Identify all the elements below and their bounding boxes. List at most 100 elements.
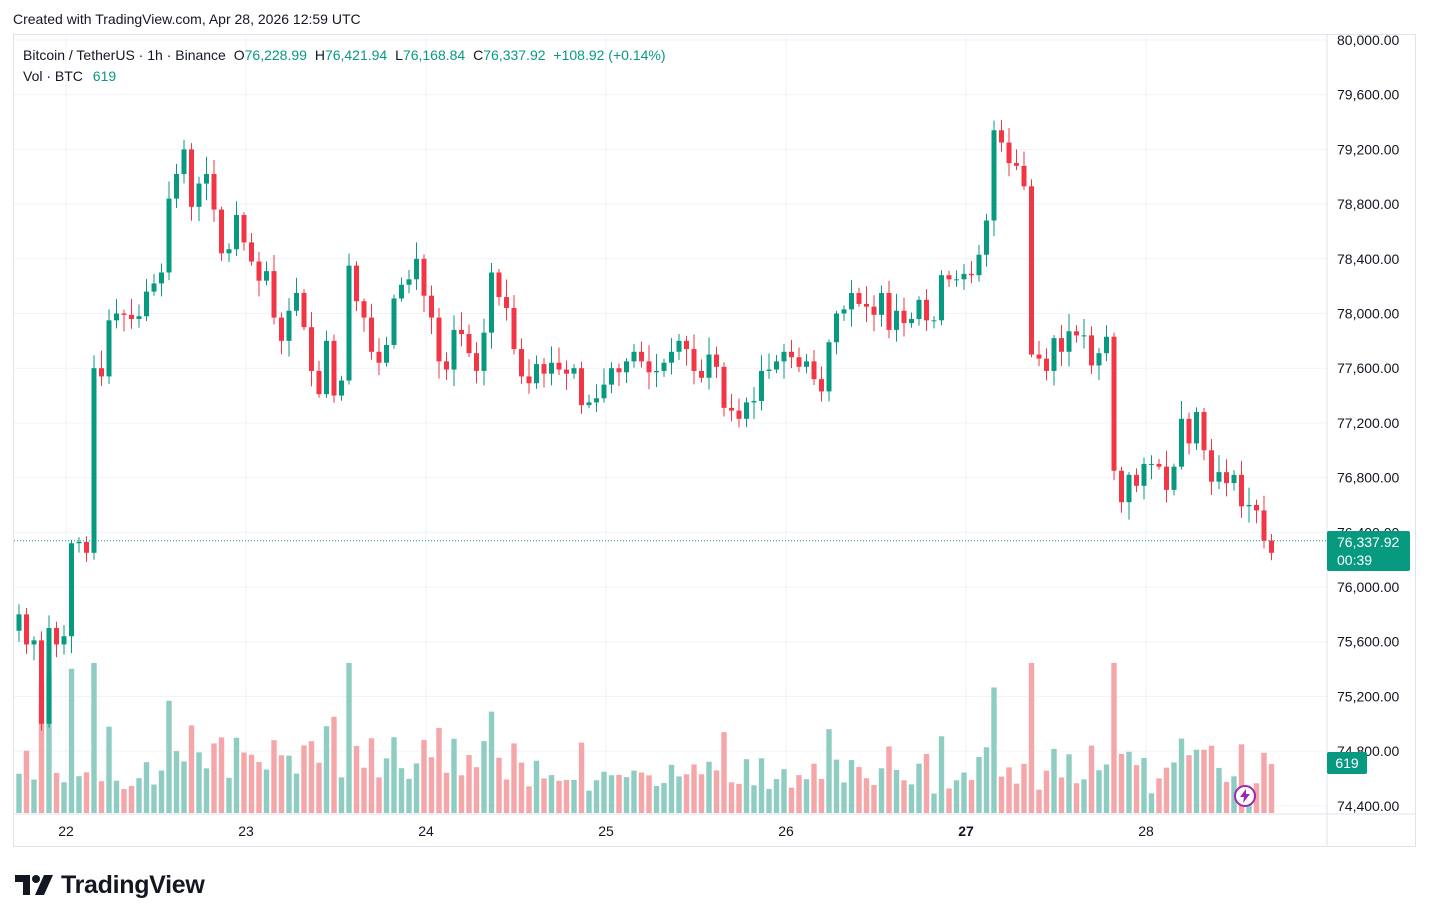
candle-body[interactable] (249, 242, 254, 262)
candle-body[interactable] (1104, 336, 1109, 354)
candle-body[interactable] (1261, 510, 1267, 541)
candle-body[interactable] (481, 332, 487, 371)
candle-body[interactable] (496, 272, 502, 298)
candle-body[interactable] (766, 369, 772, 371)
candle-body[interactable] (909, 318, 914, 324)
candle-body[interactable] (901, 310, 907, 324)
candle-body[interactable] (601, 384, 607, 399)
candle-body[interactable] (331, 340, 337, 396)
candle-body[interactable] (1096, 353, 1102, 366)
candle-body[interactable] (871, 306, 877, 315)
candle-body[interactable] (894, 310, 899, 330)
candle-body[interactable] (46, 628, 52, 724)
candle-body[interactable] (639, 351, 644, 362)
candle-body[interactable] (1006, 142, 1012, 164)
candle-body[interactable] (459, 329, 464, 335)
candle-body[interactable] (691, 349, 697, 371)
candle-body[interactable] (549, 362, 554, 374)
lightning-icon[interactable] (1234, 785, 1256, 807)
candle-body[interactable] (294, 292, 299, 311)
candle-body[interactable] (189, 149, 194, 207)
candle-body[interactable] (1066, 331, 1072, 352)
candle-body[interactable] (174, 174, 179, 199)
candle-body[interactable] (556, 362, 562, 370)
candle-body[interactable] (226, 249, 232, 254)
candle-body[interactable] (271, 271, 277, 318)
candle-body[interactable] (661, 362, 667, 371)
candle-body[interactable] (256, 261, 262, 281)
candle-body[interactable] (856, 292, 862, 304)
candle-body[interactable] (1186, 418, 1192, 444)
candle-body[interactable] (339, 380, 344, 396)
candle-body[interactable] (976, 254, 982, 276)
candle-body[interactable] (916, 299, 922, 319)
candle-body[interactable] (1081, 335, 1087, 337)
candle-body[interactable] (969, 273, 974, 276)
candle-body[interactable] (204, 174, 209, 184)
volume-label[interactable]: Vol · BTC (23, 68, 83, 84)
candle-body[interactable] (721, 366, 727, 408)
candle-body[interactable] (879, 292, 884, 315)
candle-body[interactable] (474, 353, 479, 371)
candle-body[interactable] (774, 361, 779, 370)
candle-body[interactable] (324, 340, 329, 395)
candle-body[interactable] (729, 407, 734, 411)
candle-body[interactable] (744, 402, 749, 419)
candle-body[interactable] (241, 215, 247, 243)
candle-body[interactable] (1119, 470, 1124, 503)
candle-body[interactable] (136, 316, 142, 319)
candle-body[interactable] (91, 368, 97, 553)
candle-body[interactable] (1014, 163, 1019, 166)
candle-body[interactable] (436, 317, 442, 362)
candle-body[interactable] (1126, 474, 1132, 503)
candle-body[interactable] (1224, 472, 1229, 484)
candle-body[interactable] (999, 130, 1004, 143)
candle-body[interactable] (316, 370, 322, 395)
candle-body[interactable] (489, 272, 494, 333)
candle-body[interactable] (429, 295, 434, 318)
candle-body[interactable] (31, 640, 37, 645)
candle-body[interactable] (301, 292, 307, 328)
candle-body[interactable] (1246, 504, 1252, 507)
candle-body[interactable] (826, 342, 832, 392)
candle-body[interactable] (624, 361, 629, 373)
candle-body[interactable] (616, 368, 622, 373)
candle-body[interactable] (99, 368, 104, 377)
candle-body[interactable] (24, 614, 29, 645)
candle-body[interactable] (1201, 411, 1207, 451)
candle-body[interactable] (346, 265, 352, 381)
candle-body[interactable] (646, 361, 652, 373)
candle-body[interactable] (804, 361, 809, 367)
candle-body[interactable] (1269, 540, 1274, 553)
candle-body[interactable] (504, 297, 509, 309)
candle-body[interactable] (939, 275, 944, 321)
candle-body[interactable] (286, 310, 292, 341)
candle-body[interactable] (564, 369, 569, 374)
candle-body[interactable] (1036, 354, 1042, 359)
candle-body[interactable] (834, 313, 839, 343)
candle-body[interactable] (1156, 463, 1162, 467)
candle-body[interactable] (129, 314, 134, 319)
candle-body[interactable] (1194, 411, 1199, 444)
candle-body[interactable] (196, 183, 202, 207)
candle-body[interactable] (211, 174, 217, 210)
candle-body[interactable] (219, 209, 224, 254)
candle-body[interactable] (361, 301, 367, 318)
candle-body[interactable] (1044, 358, 1049, 371)
candle-body[interactable] (151, 283, 157, 292)
candle-body[interactable] (1231, 474, 1237, 484)
candle-body[interactable] (706, 354, 712, 378)
candle-body[interactable] (451, 329, 457, 370)
candle-body[interactable] (1134, 474, 1139, 486)
candle-body[interactable] (234, 215, 239, 250)
candle-body[interactable] (654, 370, 659, 373)
candle-body[interactable] (69, 543, 74, 637)
candle-body[interactable] (1216, 472, 1222, 482)
candle-body[interactable] (526, 376, 532, 384)
candle-body[interactable] (736, 410, 742, 419)
candle-body[interactable] (39, 640, 44, 724)
candle-body[interactable] (264, 271, 269, 281)
candle-body[interactable] (609, 368, 614, 385)
candle-body[interactable] (1149, 463, 1154, 465)
